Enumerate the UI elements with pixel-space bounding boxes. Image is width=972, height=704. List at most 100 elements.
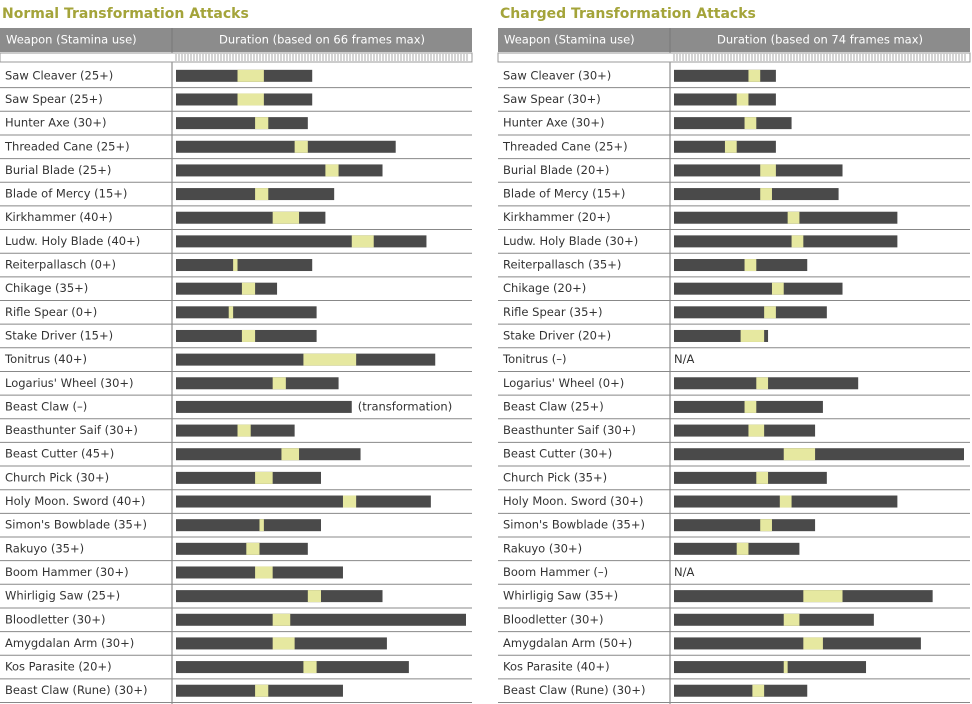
weapon-label: Beast Cutter (30+): [503, 447, 612, 461]
duration-bar: [674, 164, 843, 177]
duration-bar: [176, 519, 321, 532]
duration-bar: [674, 448, 964, 461]
weapon-label: Beast Cutter (45+): [5, 447, 114, 461]
weapon-label: Rifle Spear (0+): [5, 305, 97, 319]
duration-bar: [176, 661, 409, 674]
weapon-label: Saw Spear (30+): [503, 92, 601, 106]
active-window: [241, 282, 256, 295]
duration-bar: [674, 519, 816, 532]
weapon-label: Beast Claw (Rune) (30+): [503, 683, 646, 697]
active-window: [736, 542, 749, 555]
weapon-label: Bloodletter (30+): [503, 612, 603, 626]
header: Weapon (Stamina use): [504, 33, 635, 47]
active-window: [783, 448, 816, 461]
duration-bar: [176, 590, 383, 603]
weapon-label: Rakuyo (30+): [503, 541, 582, 555]
active-window: [756, 471, 769, 484]
weapon-label: Boom Hammer (30+): [5, 565, 129, 579]
duration-bar: [176, 282, 278, 295]
header: Weapon (Stamina use): [6, 33, 137, 47]
duration-bar: [674, 93, 776, 106]
active-window: [760, 164, 776, 177]
weapon-label: Chikage (20+): [503, 281, 586, 295]
weapon-label: Beast Claw (Rune) (30+): [5, 683, 148, 697]
active-window: [342, 495, 357, 508]
table-title: Charged Transformation Attacks: [500, 6, 756, 22]
duration-bar: [176, 140, 396, 153]
duration-bar: [176, 117, 308, 130]
weapon-label: Saw Cleaver (25+): [5, 68, 113, 82]
active-window: [744, 400, 757, 413]
row-note: N/A: [674, 565, 694, 579]
duration-bar: [674, 211, 898, 224]
duration-bar: [674, 471, 827, 484]
active-window: [259, 519, 264, 532]
active-window: [272, 211, 300, 224]
row-note: (transformation): [358, 399, 452, 413]
weapon-label: Ludw. Holy Blade (30+): [503, 234, 638, 248]
weapon-label: Kirkhammer (40+): [5, 210, 113, 224]
weapon-label: Beast Claw (25+): [503, 399, 604, 413]
active-window: [272, 637, 295, 650]
weapon-label: Church Pick (35+): [503, 470, 607, 484]
weapon-label: Tonitrus (–): [502, 352, 567, 366]
active-window: [241, 329, 256, 342]
active-window: [803, 637, 823, 650]
weapon-label: Stake Driver (15+): [5, 328, 113, 342]
duration-bar: [176, 235, 427, 248]
header: Duration (based on 74 frames max): [717, 33, 923, 47]
weapon-label: Beasthunter Saif (30+): [5, 423, 138, 437]
active-window: [351, 235, 374, 248]
weapon-label: Church Pick (30+): [5, 470, 109, 484]
active-window: [779, 495, 792, 508]
duration-bar: [674, 259, 808, 272]
duration-bar: [176, 377, 339, 390]
weapon-label: Saw Spear (25+): [5, 92, 103, 106]
duration-bar: [674, 188, 839, 201]
active-window: [228, 306, 234, 319]
weapon-label: Simon's Bowblade (35+): [503, 518, 645, 532]
weapon-label: Kos Parasite (40+): [503, 660, 610, 674]
weapon-label: Hunter Axe (30+): [503, 116, 604, 130]
duration-bar: [176, 471, 321, 484]
active-window: [303, 353, 357, 366]
duration-bar: [674, 424, 816, 437]
active-window: [237, 424, 251, 437]
duration-bar: [674, 637, 921, 650]
duration-bar: [176, 448, 361, 461]
weapon-label: Amygdalan Arm (30+): [5, 636, 134, 650]
active-window: [255, 566, 273, 579]
weapon-label: Saw Cleaver (30+): [503, 68, 611, 82]
active-window: [255, 117, 269, 130]
active-window: [760, 188, 772, 201]
duration-bar: [176, 259, 313, 272]
active-window: [787, 211, 800, 224]
duration-bar: [176, 424, 295, 437]
duration-bar: [176, 542, 308, 555]
weapon-label: Holy Moon. Sword (40+): [5, 494, 145, 508]
active-window: [783, 613, 800, 626]
active-window: [281, 448, 300, 461]
duration-bar: [176, 211, 326, 224]
weapon-label: Amygdalan Arm (50+): [503, 636, 632, 650]
weapon-label: Holy Moon. Sword (30+): [503, 494, 643, 508]
weapon-label: Burial Blade (20+): [503, 163, 609, 177]
weapon-label: Burial Blade (25+): [5, 163, 111, 177]
weapon-label: Reiterpallasch (0+): [5, 258, 116, 272]
active-window: [752, 684, 765, 697]
weapon-label: Blade of Mercy (15+): [503, 187, 625, 201]
active-window: [237, 93, 264, 106]
active-window: [748, 424, 765, 437]
weapon-label: Logarius' Wheel (30+): [5, 376, 134, 390]
active-window: [724, 140, 737, 153]
weapon-label: Rifle Spear (35+): [503, 305, 603, 319]
duration-bar: [674, 661, 867, 674]
active-window: [303, 661, 317, 674]
active-window: [272, 613, 291, 626]
active-window: [294, 140, 308, 153]
duration-bar: [176, 495, 431, 508]
active-window: [748, 69, 761, 82]
duration-bar: [176, 400, 352, 413]
active-window: [744, 117, 757, 130]
